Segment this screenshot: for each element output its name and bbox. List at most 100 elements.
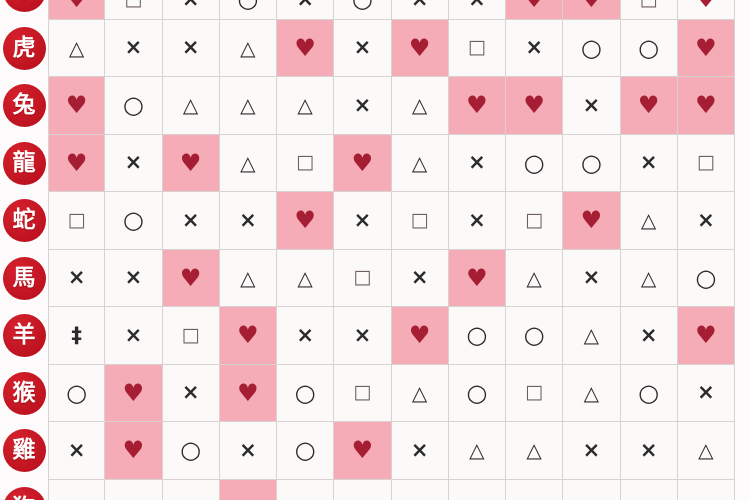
cross-icon: ×	[67, 265, 86, 290]
compat-cell: △	[277, 77, 335, 135]
compat-cell: ○	[448, 364, 506, 422]
cross-icon: ×	[124, 150, 143, 175]
compat-cell: ♥	[448, 77, 506, 135]
zodiac-badge: 雞	[2, 429, 46, 473]
triangle-icon: △	[240, 150, 256, 175]
heart-icon: ♥	[695, 33, 717, 62]
heart-icon: ♥	[695, 321, 717, 350]
compat-cell	[219, 479, 277, 500]
circle-icon: ○	[122, 91, 144, 120]
compat-cell: △	[620, 192, 678, 250]
circle-icon: ○	[638, 378, 660, 407]
cross-icon: ×	[181, 380, 200, 405]
compat-cell: ×	[448, 192, 506, 250]
cross-icon: ×	[639, 150, 658, 175]
compat-cell: △	[48, 19, 106, 77]
zodiac-badge: 蛇	[2, 199, 46, 243]
cross-icon: ×	[296, 0, 314, 10]
cross-icon: ×	[181, 207, 200, 232]
zodiac-row-header: 雞	[0, 422, 48, 480]
compat-cell: △	[391, 364, 449, 422]
triangle-icon: △	[240, 35, 256, 60]
compat-cell: △	[277, 249, 335, 307]
compat-cell: ○	[334, 0, 392, 20]
compat-cell: ×	[219, 192, 277, 250]
square-icon: □	[181, 323, 200, 346]
zodiac-badge: 羊	[2, 314, 46, 358]
heart-icon: ♥	[66, 0, 88, 11]
zodiac-badge: 兔	[2, 84, 46, 128]
heart-icon: ♥	[408, 33, 431, 62]
compat-cell: □	[506, 192, 564, 250]
compat-cell: ×	[391, 422, 449, 480]
zodiac-label: 龍	[12, 149, 36, 176]
compat-cell: △	[391, 134, 449, 192]
compat-cell: ×	[391, 249, 449, 307]
compat-cell	[506, 479, 564, 500]
compat-cell: ○	[105, 77, 163, 135]
zodiac-label: 雞	[12, 437, 36, 464]
compat-cell	[448, 479, 506, 500]
square-icon: □	[525, 381, 544, 404]
compat-cell: □	[620, 0, 678, 20]
zodiac-badge: 猴	[2, 371, 46, 415]
cross-icon: ×	[353, 92, 372, 117]
triangle-icon: △	[469, 438, 485, 463]
compat-cell: △	[219, 19, 277, 77]
compat-cell: ×	[219, 422, 277, 480]
triangle-icon: △	[411, 380, 428, 405]
compat-cell: ×	[677, 192, 735, 250]
square-icon: □	[696, 151, 715, 174]
heart-icon: ♥	[581, 0, 603, 11]
square-icon: □	[353, 381, 372, 404]
square-icon: □	[124, 0, 142, 9]
compat-cell: □	[448, 19, 506, 77]
compat-cell: △	[506, 422, 564, 480]
compat-cell: ×	[105, 249, 163, 307]
triangle-icon: △	[68, 35, 85, 60]
heart-icon: ♥	[294, 33, 316, 62]
compat-cell: ×	[162, 192, 220, 250]
compat-cell: ♥	[162, 249, 220, 307]
compat-cell: △	[391, 77, 449, 135]
compat-cell: △	[677, 422, 735, 480]
compat-cell: ×	[48, 422, 106, 480]
square-icon: □	[296, 151, 315, 174]
compat-cell: ○	[448, 307, 506, 365]
circle-icon: ○	[237, 0, 258, 11]
zodiac-badge: 馬	[2, 256, 46, 300]
heart-icon: ♥	[580, 206, 603, 235]
circle-icon: ○	[352, 0, 373, 11]
compat-cell: ○	[563, 134, 621, 192]
cross-icon: ×	[639, 437, 658, 462]
compat-cell: ♥	[48, 134, 106, 192]
triangle-icon: △	[640, 208, 657, 233]
compat-cell	[620, 479, 678, 500]
compat-cell: ♥	[448, 249, 506, 307]
compat-cell: ♥	[334, 422, 392, 480]
heart-icon: ♥	[237, 321, 259, 350]
zodiac-badge: 牛	[2, 0, 46, 13]
compat-cell: ♥	[219, 307, 277, 365]
zodiac-label: 蛇	[12, 207, 36, 234]
zodiac-label: 牛	[13, 0, 36, 2]
cross-icon: ×	[124, 322, 143, 347]
compat-cell	[48, 479, 106, 500]
compat-cell: ×	[162, 364, 220, 422]
circle-icon: ○	[580, 33, 602, 62]
square-icon: □	[67, 208, 86, 231]
compat-cell: ♥	[506, 77, 564, 135]
compat-cell: ×	[277, 0, 335, 20]
triangle-icon: △	[411, 93, 428, 118]
triangle-icon: △	[640, 265, 657, 290]
compat-cell: □	[391, 192, 449, 250]
compat-cell	[563, 479, 621, 500]
square-icon: □	[467, 36, 486, 59]
zodiac-badge: 狗	[2, 486, 46, 500]
triangle-icon: △	[526, 438, 542, 463]
triangle-icon: △	[297, 265, 313, 290]
compat-cell: ○	[105, 192, 163, 250]
heart-icon: ♥	[695, 0, 717, 11]
circle-icon: ○	[294, 378, 316, 407]
compat-cell: ○	[563, 19, 621, 77]
